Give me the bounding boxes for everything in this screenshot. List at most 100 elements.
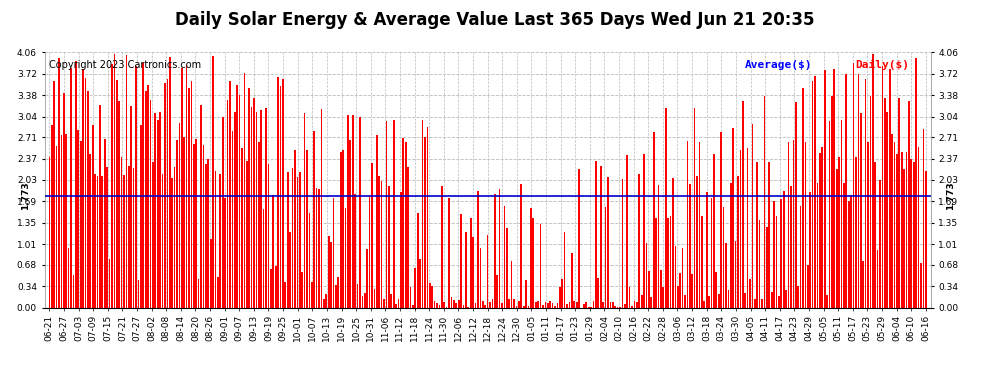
Bar [104,139,106,308]
Bar [345,208,346,308]
Bar [561,279,563,308]
Bar [472,237,474,308]
Bar [730,183,732,308]
Text: Average($): Average($) [744,60,812,70]
Bar [441,186,443,308]
Bar [896,154,898,308]
Bar [181,68,182,308]
Bar [333,198,335,308]
Bar [518,301,520,307]
Bar [576,303,577,307]
Bar [340,152,342,308]
Bar [617,307,619,308]
Bar [424,137,426,308]
Bar [771,292,772,308]
Bar [354,195,356,308]
Bar [588,307,589,308]
Bar [612,302,614,307]
Bar [260,110,262,308]
Bar [77,130,79,308]
Bar [860,113,861,308]
Bar [154,113,156,308]
Bar [918,147,920,308]
Bar [788,142,789,308]
Bar [634,301,636,307]
Bar [356,284,358,308]
Bar [420,259,421,308]
Bar [198,279,200,308]
Bar [528,306,530,308]
Bar [215,171,217,308]
Bar [376,135,377,308]
Bar [521,184,522,308]
Bar [615,306,616,308]
Bar [841,120,842,308]
Bar [783,191,784,308]
Bar [166,79,168,308]
Bar [412,305,414,308]
Bar [723,207,725,308]
Bar [156,120,158,308]
Bar [116,80,118,308]
Bar [262,209,264,308]
Bar [501,303,503,307]
Bar [879,180,881,308]
Bar [318,189,320,308]
Bar [906,152,908,308]
Bar [444,302,446,307]
Bar [359,117,360,308]
Bar [660,270,661,308]
Bar [701,216,703,308]
Bar [504,206,505,308]
Bar [145,91,147,308]
Bar [793,140,794,308]
Bar [457,300,459,307]
Bar [390,294,392,307]
Bar [455,303,457,307]
Text: Daily Solar Energy & Average Value Last 365 Days Wed Jun 21 20:35: Daily Solar Energy & Average Value Last … [175,11,815,29]
Bar [669,216,671,308]
Bar [246,160,248,308]
Bar [111,64,113,308]
Bar [415,268,416,308]
Bar [908,101,910,308]
Bar [812,81,814,308]
Bar [460,214,462,308]
Bar [749,279,750,308]
Bar [347,115,348,308]
Bar [845,74,847,308]
Bar [687,141,688,308]
Bar [133,168,135,308]
Bar [689,184,691,308]
Bar [244,73,246,308]
Bar [479,248,481,308]
Bar [716,272,717,308]
Bar [400,192,402,308]
Bar [831,96,833,308]
Bar [282,79,284,308]
Bar [121,157,123,308]
Bar [674,246,676,308]
Bar [371,163,373,308]
Bar [403,138,404,308]
Bar [323,299,325,307]
Bar [540,224,542,308]
Bar [725,243,727,308]
Bar [272,195,274,308]
Bar [499,189,501,308]
Bar [188,88,190,308]
Bar [733,129,734,308]
Bar [311,282,313,308]
Bar [92,125,93,308]
Bar [874,162,876,308]
Bar [102,176,103,308]
Bar [119,101,120,308]
Bar [75,61,76,308]
Bar [368,195,370,308]
Bar [484,305,486,308]
Bar [316,188,318,308]
Bar [899,98,900,308]
Bar [474,303,476,307]
Bar [448,198,449,308]
Bar [338,277,340,308]
